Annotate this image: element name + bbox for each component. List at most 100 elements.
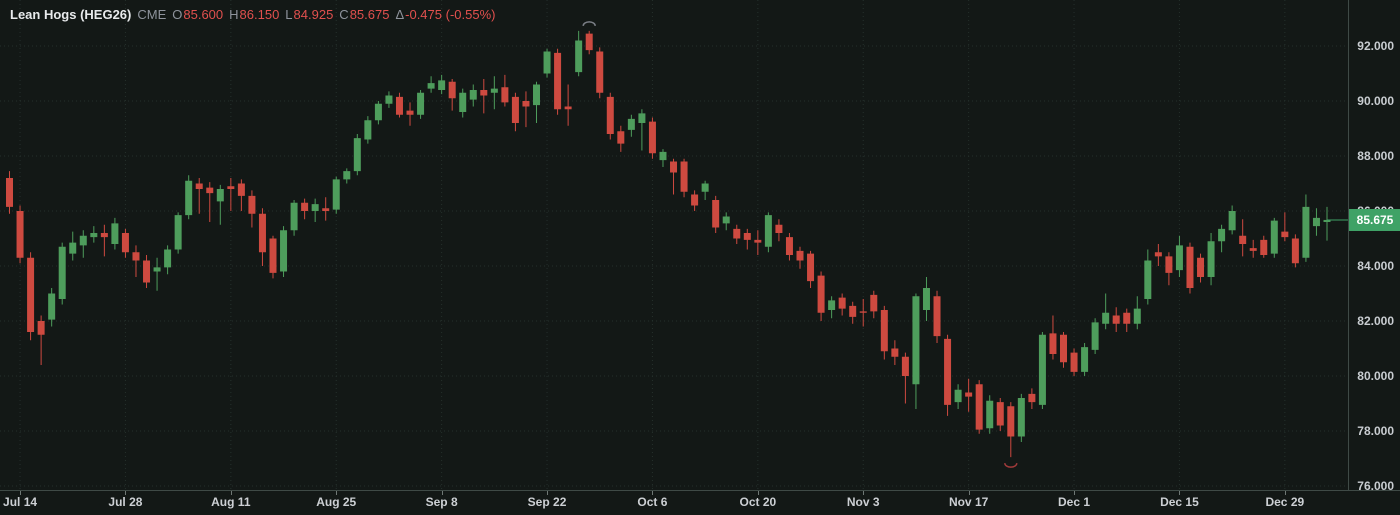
candle — [533, 81, 540, 123]
candle-body — [248, 195, 256, 214]
candle — [1175, 235, 1183, 277]
open-readout: O 85.600 — [172, 6, 224, 22]
candle-body — [880, 310, 888, 352]
candle — [227, 178, 235, 211]
time-axis-tick — [652, 491, 654, 495]
candle-body — [933, 296, 941, 337]
exchange-label: CME — [137, 6, 167, 22]
time-axis-tick — [757, 491, 759, 495]
candle-body — [922, 288, 930, 310]
candle — [933, 290, 941, 343]
candle — [6, 171, 13, 214]
candle-body — [1270, 220, 1278, 254]
candle-body — [322, 208, 330, 211]
candle — [754, 230, 762, 255]
time-axis[interactable]: Jul 14 Jul 28 Aug 11 Aug 25 Sep 8 Sep 22 Oct 6… — [0, 490, 1400, 515]
candle — [1260, 235, 1268, 258]
candle — [143, 255, 151, 288]
candlestick-canvas[interactable] — [0, 0, 1348, 490]
candle-body — [901, 356, 909, 376]
time-axis-tick — [1074, 491, 1076, 495]
candle-body — [6, 178, 13, 207]
candle — [1038, 332, 1046, 409]
candle-body — [1291, 238, 1299, 264]
candle-body — [1175, 245, 1183, 271]
candle-body — [828, 300, 836, 310]
candle — [543, 48, 551, 78]
price-axis-label: 82.000 — [1357, 314, 1394, 328]
candle-body — [427, 83, 435, 89]
candle — [395, 92, 403, 118]
candle-body — [1007, 406, 1015, 437]
candle-body — [100, 233, 108, 238]
candle-body — [554, 52, 562, 110]
candle — [743, 228, 751, 250]
candle-body — [37, 321, 45, 335]
candle — [680, 158, 688, 198]
time-axis-label: Oct 6 — [637, 495, 668, 509]
candle — [922, 277, 930, 321]
candle-body — [1281, 231, 1289, 238]
candle-body — [1038, 334, 1046, 405]
candle — [638, 109, 646, 151]
candle — [1165, 252, 1173, 286]
candle-body — [533, 84, 540, 106]
candle-body — [733, 228, 741, 239]
candle — [912, 293, 920, 409]
candle-body — [638, 113, 646, 123]
candle — [195, 178, 203, 214]
candle — [511, 92, 519, 132]
candle-body — [143, 260, 151, 283]
candle — [944, 334, 952, 416]
candle — [575, 30, 583, 77]
candle-body — [1249, 248, 1257, 251]
high-marker-icon — [582, 21, 596, 27]
candle — [16, 205, 24, 264]
candle — [849, 301, 857, 324]
candle-body — [670, 161, 678, 173]
candle — [417, 90, 425, 119]
time-axis-label: Dec 29 — [1265, 495, 1305, 509]
candle — [27, 252, 35, 341]
last-price-value: 85.675 — [1356, 212, 1394, 227]
candle — [838, 293, 846, 316]
candle-body — [16, 211, 24, 258]
chart-plot-area[interactable] — [0, 0, 1348, 490]
candle-body — [617, 131, 625, 144]
candle — [807, 250, 815, 288]
candle — [1154, 244, 1162, 266]
candle-body — [332, 179, 340, 210]
candle-body — [680, 161, 688, 192]
price-axis-label: 90.000 — [1357, 94, 1394, 108]
candle — [701, 180, 709, 200]
price-axis[interactable]: 85.675 92.00090.00088.00086.00084.00082.… — [1348, 0, 1400, 493]
candle-body — [490, 88, 498, 93]
candle-body — [859, 311, 867, 313]
candle-body — [701, 183, 709, 192]
candle — [490, 76, 498, 110]
candle-body — [237, 183, 245, 196]
candle-body — [1218, 228, 1226, 242]
candle — [659, 149, 667, 167]
candle — [79, 230, 87, 258]
candle-body — [1102, 312, 1110, 324]
candle — [722, 212, 730, 231]
time-axis-label: Nov 3 — [846, 495, 880, 509]
candle — [870, 290, 878, 319]
candle — [1228, 205, 1236, 235]
candle-body — [79, 235, 87, 246]
candle-body — [975, 384, 983, 430]
candle — [785, 233, 793, 261]
symbol-title[interactable]: Lean Hogs (HEG26) — [10, 6, 132, 22]
candle — [1060, 332, 1067, 368]
candle-body — [743, 233, 751, 240]
candle — [522, 91, 530, 128]
candle — [322, 197, 330, 221]
time-axis-tick — [125, 491, 127, 495]
low-marker-icon — [1004, 462, 1018, 468]
candle-body — [406, 110, 414, 115]
candle-body — [585, 33, 593, 51]
time-axis-tick — [20, 491, 22, 495]
candle-body — [385, 95, 393, 104]
candle — [374, 101, 382, 125]
